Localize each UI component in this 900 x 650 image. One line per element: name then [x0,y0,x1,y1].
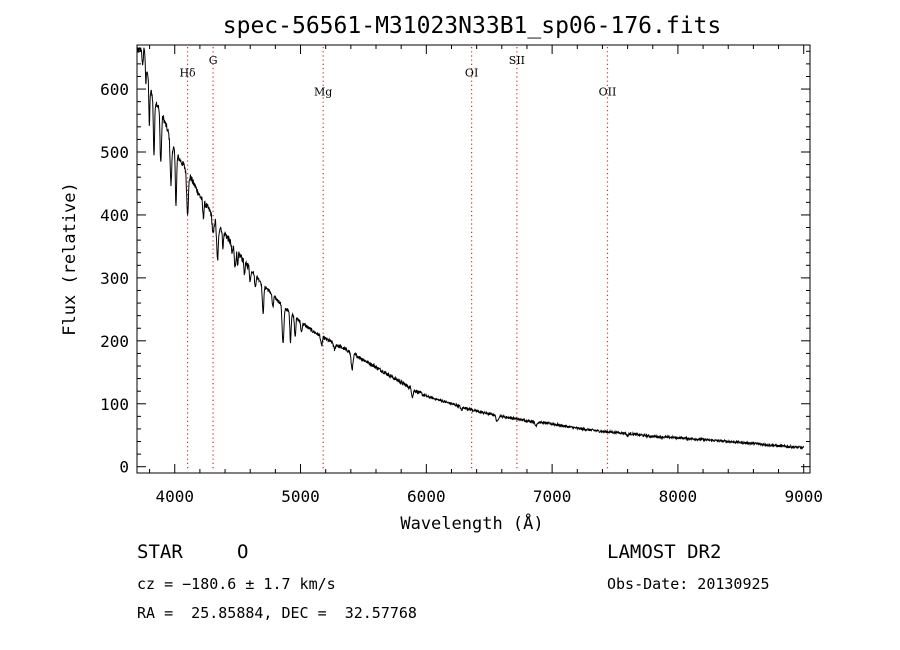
spectral-marker-label: Mg [314,85,332,98]
spectral-marker-label: Hδ [179,66,196,79]
plot-area: Hδ G Mg OI SII OII [136,44,811,474]
spectral-line-markers: Hδ G Mg OI SII OII [179,47,616,471]
y-axis-label: Flux (relative) [60,182,80,336]
y-tick-label: 300 [100,269,129,288]
plot-frame [136,44,811,474]
observation-date: Obs-Date: 20130925 [607,575,770,593]
x-tick-label: 7000 [533,487,572,506]
x-tick-label: 8000 [659,487,698,506]
y-tick-label: 600 [100,80,129,99]
x-tick-label: 5000 [281,487,320,506]
object-subclass: O [237,541,249,563]
x-axis: 4000 5000 6000 7000 8000 9000 [149,45,823,506]
x-tick-label: 9000 [784,487,823,506]
y-tick-label: 400 [100,206,129,225]
object-class: STAR [137,541,183,563]
x-tick-label: 6000 [407,487,446,506]
chart-title: spec-56561-M31023N33B1_sp06-176.fits [223,13,722,39]
coordinates-text: RA = 25.85884, DEC = 32.57768 [137,604,417,622]
redshift-text: cz = −180.6 ± 1.7 km/s [137,575,336,593]
spectral-marker-label: OII [599,85,617,98]
spectrum-series-line [136,46,805,451]
y-tick-label: 200 [100,332,129,351]
x-tick-label: 4000 [155,487,194,506]
spectral-marker-label: G [209,54,218,67]
x-axis-label: Wavelength (Å) [400,512,543,534]
spectral-marker-label: OI [465,66,478,79]
spectrum-chart: spec-56561-M31023N33B1_sp06-176.fits Hδ G… [60,13,823,534]
y-tick-label: 0 [119,458,129,477]
y-tick-label: 500 [100,143,129,162]
y-tick-label: 100 [100,395,129,414]
spectral-marker-label: SII [509,54,525,67]
survey-name: LAMOST DR2 [607,541,722,563]
y-axis: 0 100 200 300 400 500 600 [100,50,810,477]
